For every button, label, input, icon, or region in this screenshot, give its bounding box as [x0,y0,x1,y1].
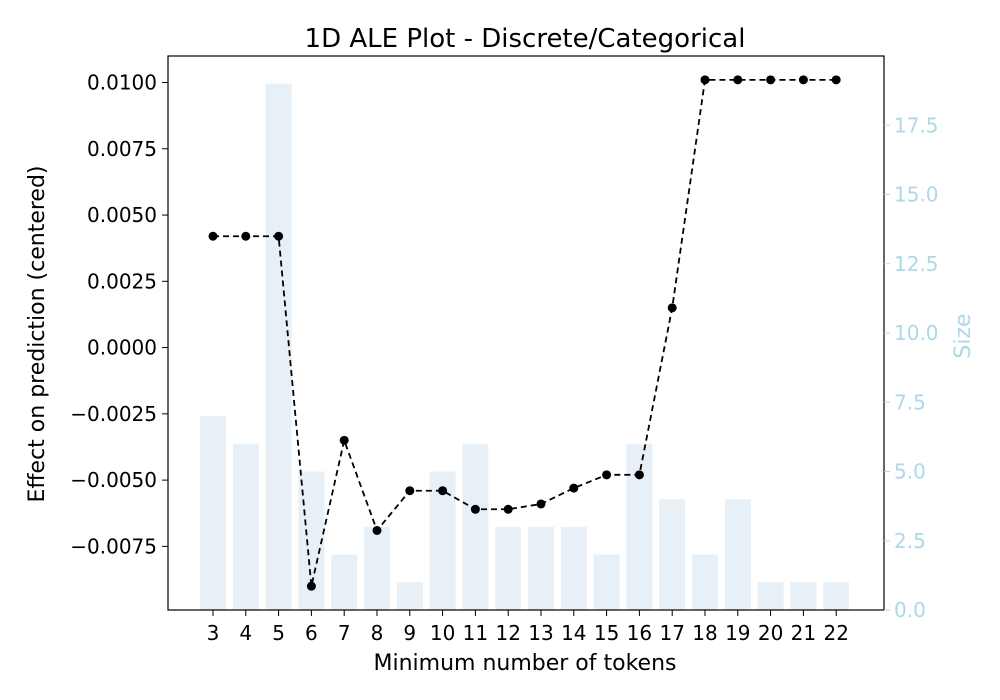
size-bar [724,499,751,610]
ale-point [372,525,382,535]
size-bar [265,83,292,610]
y-tick-label: 0.0025 [87,269,157,293]
x-tick-label: 22 [823,621,848,645]
x-axis: 3 4 5 6 7 8 9 10 11 12 13 14 15 16 17 18 19 20 21 22 [207,610,849,645]
x-tick-label: 7 [338,621,351,645]
ale-point [569,483,579,493]
size-bar [692,554,718,610]
size-bar [757,582,784,610]
x-tick-label: 3 [207,621,220,645]
y2-tick-label: 5.0 [894,460,926,484]
y2-axis-label: Size [951,313,976,358]
ale-point [438,486,448,496]
size-bar [659,499,686,610]
x-tick-label: 8 [371,621,384,645]
ale-point [733,75,743,85]
ale-point [536,499,546,509]
size-bar [396,582,423,610]
size-bar [232,443,259,610]
y-tick-label: −0.0050 [70,468,157,492]
x-tick-label: 5 [272,621,285,645]
y-tick-label: 0.0050 [87,203,157,227]
x-tick-label: 15 [594,621,619,645]
chart-title: 1D ALE Plot - Discrete/Categorical [305,24,746,54]
x-tick-label: 17 [659,621,684,645]
x-tick-label: 16 [627,621,652,645]
y-tick-label: −0.0025 [70,402,157,426]
ale-point [667,303,677,313]
y2-tick-label: 7.5 [894,390,926,414]
x-tick-label: 20 [758,621,783,645]
x-tick-label: 13 [528,621,553,645]
size-bars [200,83,850,610]
y2-tick-label: 2.5 [894,529,926,553]
size-bar [200,416,226,610]
y-tick-label: 0.0100 [87,71,157,95]
x-tick-label: 19 [725,621,750,645]
y-axis-right: 0.0 2.5 5.0 7.5 10.0 12.5 15.0 17.5 [884,113,939,622]
y-tick-label: −0.0075 [70,534,157,558]
x-tick-label: 12 [495,621,520,645]
x-tick-label: 14 [561,621,586,645]
ale-point [241,231,251,241]
size-bar [462,443,489,610]
ale-point [405,486,415,496]
ale-point [503,504,513,514]
ale-line-layer [208,75,841,591]
y-tick-label: 0.0000 [87,336,157,360]
y-axis-left: −0.0075 −0.0050 −0.0025 0.0000 0.0025 0.0050 0… [70,71,168,558]
y2-tick-label: 12.5 [894,252,939,276]
size-bar [331,554,358,610]
ale-point [798,75,808,85]
ale-point [700,75,710,85]
ale-point [274,231,284,241]
ale-point [634,470,644,480]
x-axis-label: Minimum number of tokens [374,651,677,676]
ale-point [339,435,349,445]
y-axis-label: Effect on prediction (centered) [25,165,50,502]
x-tick-label: 10 [430,621,455,645]
ale-point [766,75,776,85]
ale-point [306,581,316,591]
y2-tick-label: 0.0 [894,598,926,622]
y-tick-label: 0.0075 [87,137,157,161]
x-tick-label: 6 [305,621,318,645]
x-tick-label: 18 [692,621,717,645]
size-bar [823,582,850,610]
x-tick-label: 11 [463,621,488,645]
x-tick-label: 4 [239,621,252,645]
x-tick-label: 21 [791,621,816,645]
x-tick-label: 9 [403,621,416,645]
size-bar [364,526,390,610]
size-bar [593,554,620,610]
size-bar [560,526,587,610]
y2-tick-label: 17.5 [894,113,939,137]
size-bar [495,526,522,610]
size-bar [528,526,554,610]
ale-point [208,231,218,241]
size-bar [626,443,653,610]
ale-line [213,78,837,587]
ale-point [602,470,612,480]
size-bar [790,582,817,610]
y2-tick-label: 10.0 [894,321,939,345]
ale-point [831,75,841,85]
y2-tick-label: 15.0 [894,183,939,207]
ale-point [470,504,480,514]
